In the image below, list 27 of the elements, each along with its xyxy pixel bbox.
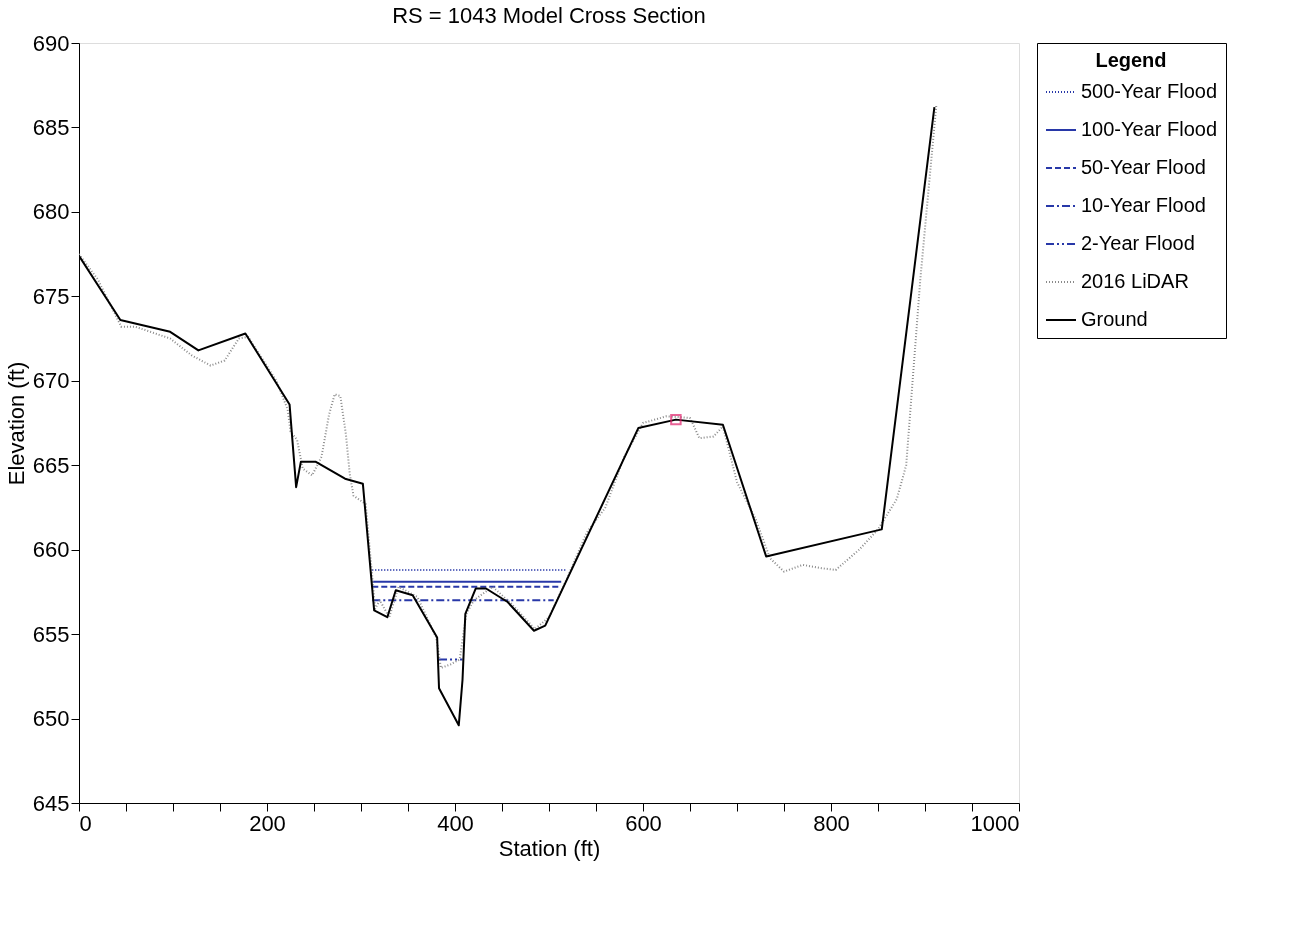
x-tick-label: 0: [79, 810, 92, 836]
legend-label: 2-Year Flood: [1081, 232, 1195, 254]
y-tick-label: 655: [32, 621, 70, 647]
y-axis-title: Elevation (ft): [3, 361, 29, 486]
x-tick-label: 400: [437, 810, 474, 836]
legend-label: 10-Year Flood: [1081, 194, 1206, 216]
y-tick-label: 690: [32, 30, 70, 56]
legend-label: Ground: [1081, 308, 1148, 330]
chart-title: RS = 1043 Model Cross Section: [392, 3, 706, 28]
legend-label: 500-Year Flood: [1081, 80, 1218, 102]
x-tick-label: 800: [813, 810, 850, 836]
x-axis-title: Station (ft): [498, 835, 601, 861]
y-tick-label: 660: [32, 537, 70, 563]
y-tick-label: 675: [32, 283, 70, 309]
legend-label: 100-Year Flood: [1081, 118, 1218, 140]
y-tick-label: 680: [32, 199, 70, 225]
legend-label: 50-Year Flood: [1081, 156, 1206, 178]
y-tick-label: 670: [32, 368, 70, 394]
legend-title: Legend: [1095, 49, 1167, 71]
y-tick-label: 645: [32, 790, 70, 816]
y-tick-label: 650: [32, 706, 70, 732]
legend-label: 2016 LiDAR: [1081, 270, 1189, 292]
y-tick-label: 665: [32, 452, 70, 478]
y-tick-label: 685: [32, 114, 70, 140]
x-tick-label: 600: [625, 810, 662, 836]
x-tick-label: 200: [249, 810, 286, 836]
x-tick-label: 1000: [970, 810, 1020, 836]
